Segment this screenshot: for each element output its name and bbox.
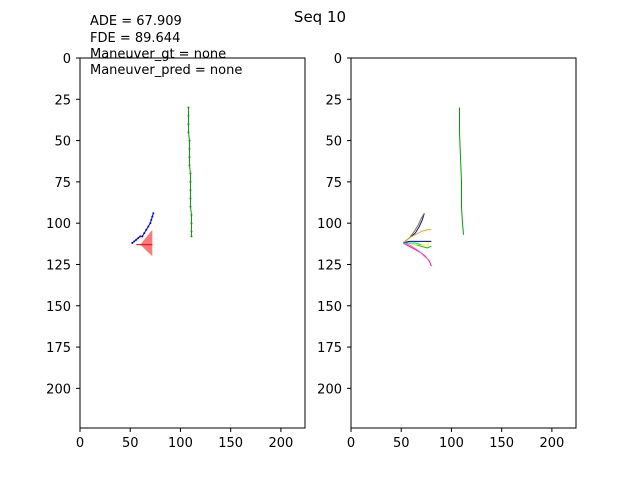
trajectory-line bbox=[403, 240, 432, 244]
y-tick-label: 125 bbox=[46, 258, 71, 273]
trajectory-point bbox=[131, 242, 134, 244]
trajectory-point bbox=[190, 230, 193, 233]
trajectory-line bbox=[402, 242, 432, 267]
x-tick-label: 200 bbox=[539, 436, 564, 451]
trajectory-line bbox=[458, 107, 464, 235]
y-tick-label: 75 bbox=[325, 176, 342, 191]
trajectory-point bbox=[145, 228, 148, 231]
y-tick-label: 25 bbox=[325, 93, 342, 108]
y-tick-label: 175 bbox=[46, 341, 71, 356]
y-tick-label: 200 bbox=[317, 382, 342, 397]
x-tick-label: 100 bbox=[439, 436, 464, 451]
y-tick-label: 200 bbox=[46, 382, 71, 397]
trajectory-point bbox=[143, 232, 146, 235]
y-tick-label: 50 bbox=[325, 135, 342, 150]
trajectory-line bbox=[403, 242, 429, 260]
trajectory-point bbox=[152, 212, 155, 215]
x-tick-label: 50 bbox=[122, 436, 139, 451]
stat-maneuver-gt: Maneuver_gt = none bbox=[90, 47, 226, 62]
y-tick-label: 150 bbox=[317, 300, 342, 315]
x-tick-label: 150 bbox=[489, 436, 514, 451]
trajectory-point bbox=[150, 218, 153, 221]
y-tick-label: 0 bbox=[334, 52, 342, 67]
x-tick-label: 100 bbox=[168, 436, 193, 451]
trajectory-point bbox=[190, 213, 193, 216]
trajectory-point bbox=[147, 225, 150, 228]
trajectory-point bbox=[188, 156, 191, 159]
trajectory-point bbox=[189, 180, 192, 183]
y-tick-label: 175 bbox=[317, 341, 342, 356]
y-tick-label: 50 bbox=[54, 135, 71, 150]
chart-title: Seq 10 bbox=[294, 8, 346, 26]
trajectory-point bbox=[188, 164, 191, 167]
x-tick-label: 0 bbox=[76, 436, 84, 451]
x-tick-label: 50 bbox=[393, 436, 410, 451]
y-tick-label: 25 bbox=[54, 93, 71, 108]
trajectory-line bbox=[187, 107, 192, 237]
trajectory-point bbox=[137, 237, 140, 240]
trajectory-point bbox=[189, 205, 192, 208]
y-tick-label: 75 bbox=[54, 176, 71, 191]
plot-frame bbox=[79, 57, 306, 429]
trajectory-point bbox=[189, 172, 192, 175]
trajectory-point bbox=[135, 238, 138, 241]
trajectory-line bbox=[402, 229, 432, 244]
trajectory-point bbox=[141, 235, 144, 238]
y-tick-label: 0 bbox=[63, 52, 71, 67]
trajectory-point bbox=[133, 240, 136, 243]
x-tick-label: 0 bbox=[347, 436, 355, 451]
trajectory-point bbox=[149, 222, 152, 225]
trajectory-point bbox=[139, 235, 142, 238]
trajectory-point bbox=[188, 147, 191, 150]
trajectory-point bbox=[189, 189, 192, 192]
y-tick-label: 125 bbox=[317, 258, 342, 273]
y-tick-label: 100 bbox=[46, 217, 71, 232]
right-panel: 0 50 100 150 200 0 25 50 75 100 125 150 175 200 bbox=[317, 52, 577, 451]
trajectory-point bbox=[187, 106, 190, 109]
y-tick-label: 100 bbox=[317, 217, 342, 232]
trajectory-point bbox=[189, 197, 192, 200]
trajectory-point bbox=[190, 222, 193, 225]
y-tick-label: 150 bbox=[46, 300, 71, 315]
trajectory-point bbox=[188, 139, 191, 142]
trajectory-point bbox=[190, 235, 193, 238]
stat-fde: FDE = 89.644 bbox=[90, 31, 180, 46]
trajectory-point bbox=[151, 215, 154, 218]
prediction-fan bbox=[140, 229, 153, 257]
trajectory-point bbox=[187, 114, 190, 117]
x-tick-label: 200 bbox=[268, 436, 293, 451]
trajectory-line bbox=[402, 213, 425, 244]
trajectory-line bbox=[403, 242, 422, 246]
stat-maneuver-pred: Maneuver_pred = none bbox=[90, 63, 242, 78]
trajectory-point bbox=[187, 131, 190, 134]
stats-block: ADE = 67.909 FDE = 89.644 Maneuver_gt = … bbox=[90, 14, 242, 78]
x-tick-label: 150 bbox=[218, 436, 243, 451]
plot-frame bbox=[350, 57, 577, 429]
stat-ade: ADE = 67.909 bbox=[90, 14, 182, 29]
left-panel: 0 50 100 150 200 0 25 50 75 100 125 150 175 200 bbox=[46, 52, 306, 451]
trajectory-point bbox=[187, 123, 190, 126]
